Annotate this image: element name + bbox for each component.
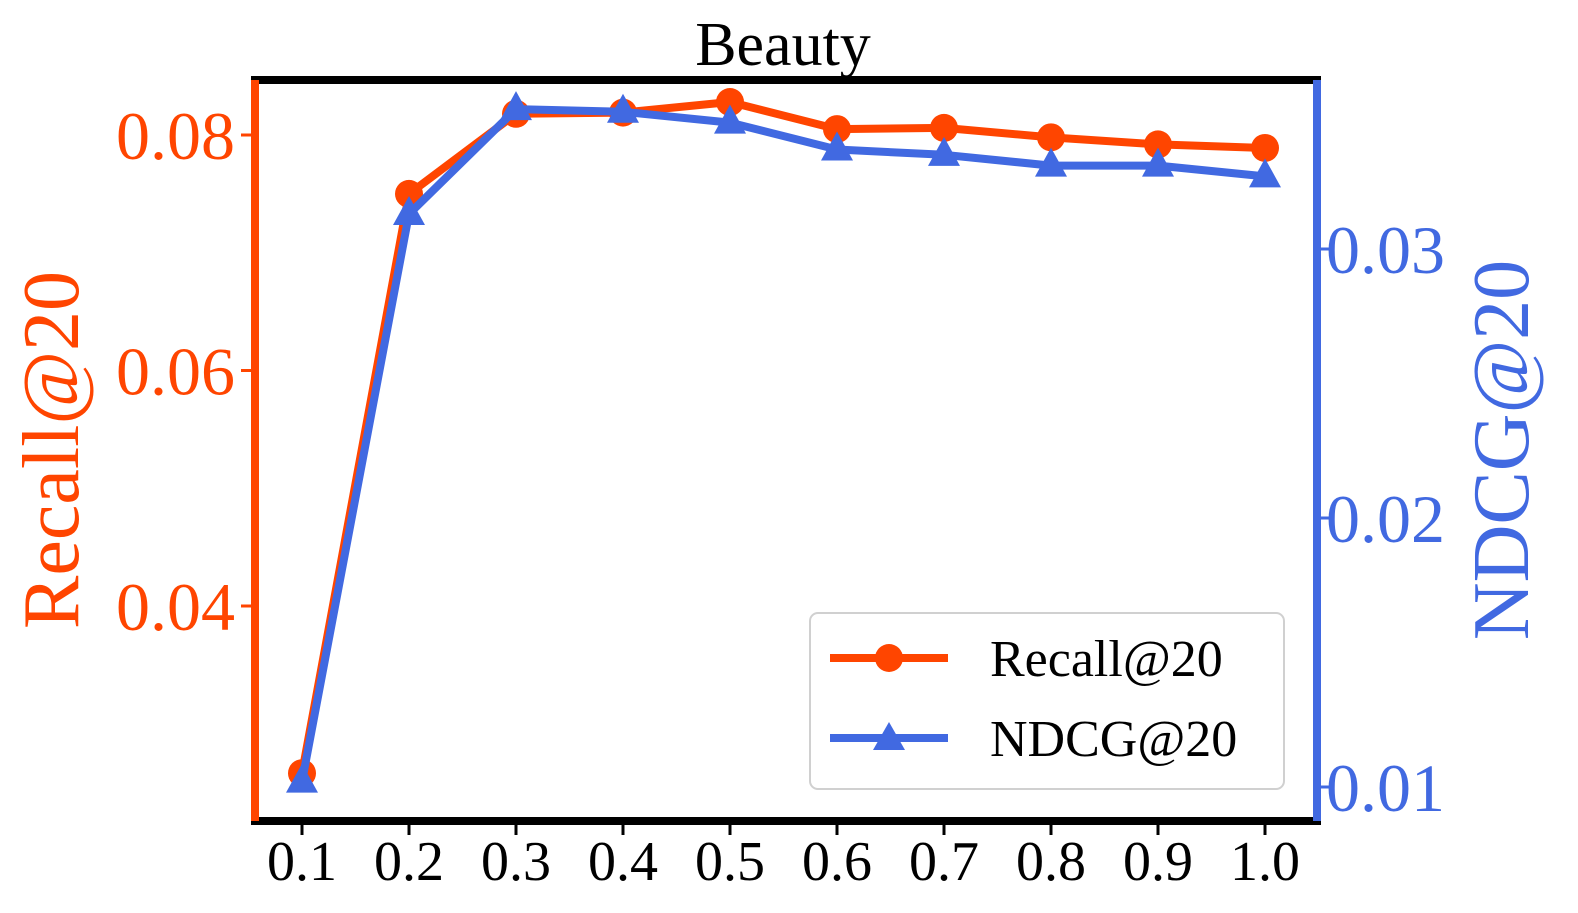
- legend-label-ndcg: NDCG@20: [990, 711, 1237, 768]
- data-point-ndcg-20-9: [1142, 147, 1174, 177]
- x-tick-label-3: 0.3: [481, 831, 551, 893]
- x-tick-label-2: 0.2: [374, 831, 444, 893]
- data-point-ndcg-20-6: [821, 131, 853, 161]
- series-line-ndcg-20: [298, 105, 1269, 786]
- data-point-recall-20-9: [1144, 130, 1172, 159]
- left-y-tick-label-2: 0.06: [116, 334, 235, 410]
- left-y-tick-label-3: 0.08: [116, 98, 235, 174]
- data-point-recall-20-6: [823, 115, 851, 144]
- series-line-recall-20: [298, 98, 1269, 778]
- x-tick-label-5: 0.5: [695, 831, 765, 893]
- data-point-recall-20-2: [395, 179, 423, 208]
- data-point-ndcg-20-3: [500, 91, 532, 121]
- data-point-recall-20-5: [716, 88, 744, 117]
- data-point-ndcg-20-8: [1035, 147, 1067, 177]
- data-point-ndcg-20-10: [1249, 158, 1281, 188]
- right-y-axis-label: NDCG@20: [1458, 260, 1546, 640]
- data-point-recall-20-7: [930, 113, 958, 142]
- left-y-axis: 0.04 0.06 0.08: [116, 98, 251, 645]
- legend-label-recall: Recall@20: [990, 631, 1223, 688]
- chart-title: Beauty: [695, 11, 871, 79]
- legend: Recall@20 NDCG@20: [809, 612, 1285, 790]
- legend-swatch-marker-recall: [875, 644, 903, 672]
- right-y-tick-label-1: 0.01: [1326, 750, 1445, 826]
- left-y-axis-label: Recall@20: [8, 271, 96, 629]
- data-point-ndcg-20-5: [714, 104, 746, 134]
- x-tick-label-9: 0.9: [1123, 831, 1193, 893]
- x-tick-label-7: 0.7: [909, 831, 979, 893]
- right-y-tick-label-3: 0.03: [1326, 212, 1445, 288]
- x-tick-label-6: 0.6: [802, 831, 872, 893]
- x-axis: 0.1 0.2 0.3 0.4 0.5 0.6 0.7 0.8 0.9 1.0: [267, 825, 1300, 893]
- series-layer: [286, 88, 1281, 793]
- right-y-axis: 0.01 0.02 0.03: [1321, 212, 1445, 826]
- data-point-ndcg-20-7: [928, 136, 960, 166]
- data-point-ndcg-20-2: [393, 196, 425, 226]
- data-point-recall-20-10: [1251, 133, 1279, 162]
- data-point-recall-20-8: [1037, 123, 1065, 152]
- x-tick-label-1: 0.1: [267, 831, 337, 893]
- data-point-ndcg-20-4: [607, 93, 639, 123]
- legend-swatch-marker-ndcg: [873, 722, 905, 750]
- x-tick-label-10: 1.0: [1230, 831, 1300, 893]
- right-y-tick-label-2: 0.02: [1326, 481, 1445, 557]
- left-y-tick-label-1: 0.04: [116, 569, 235, 645]
- x-tick-label-4: 0.4: [588, 831, 658, 893]
- data-point-ndcg-20-1: [286, 763, 318, 793]
- x-tick-label-8: 0.8: [1016, 831, 1086, 893]
